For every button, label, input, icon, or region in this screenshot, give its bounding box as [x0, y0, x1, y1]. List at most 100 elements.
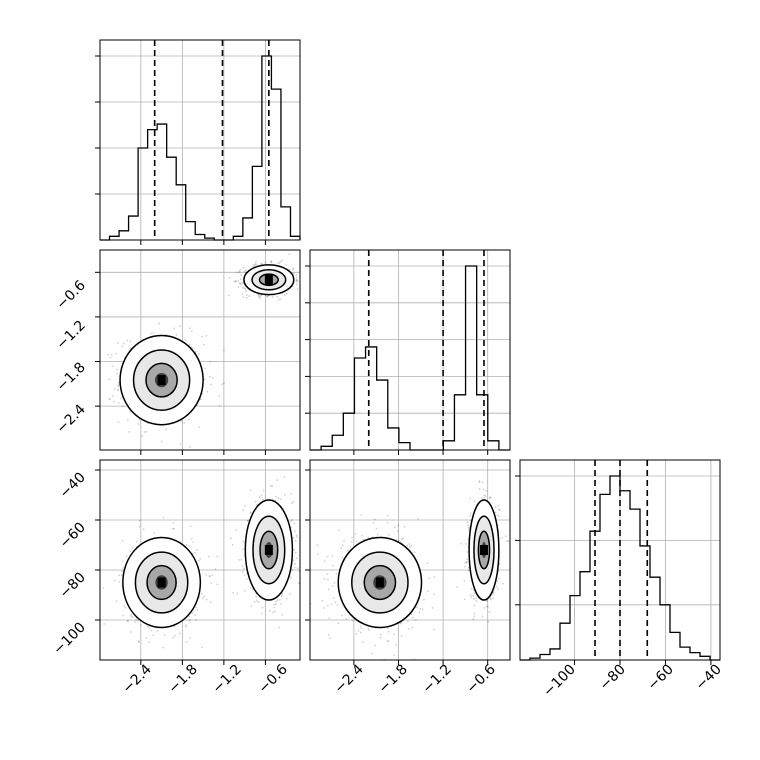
scatter-point [257, 294, 260, 296]
x-tick-label: −2.4 [331, 661, 366, 696]
scatter-point [120, 397, 122, 400]
scatter-point [271, 296, 274, 298]
scatter-point [207, 555, 210, 558]
scatter-point [240, 558, 243, 561]
scatter-point [230, 537, 233, 540]
scatter-point [473, 592, 476, 595]
scatter-point [326, 604, 329, 607]
scatter-point [327, 588, 330, 591]
scatter-point [188, 418, 191, 421]
scatter-point [195, 606, 198, 609]
scatter-point [115, 600, 118, 603]
scatter-point [172, 636, 175, 639]
scatter-point [196, 549, 198, 551]
scatter-point [152, 332, 155, 334]
scatter-point [242, 540, 245, 542]
scatter-point [116, 368, 118, 371]
scatter-point [333, 581, 336, 584]
y-tick-label: −100 [50, 620, 89, 659]
scatter-point [466, 558, 468, 561]
scatter-point [481, 481, 484, 484]
scatter-point [485, 489, 488, 492]
scatter-point [475, 597, 478, 599]
scatter-point [254, 500, 257, 503]
scatter-point [121, 560, 124, 563]
scatter-point [498, 515, 500, 518]
scatter-point [473, 615, 476, 618]
scatter-point [293, 522, 296, 525]
scatter-point [292, 559, 295, 561]
scatter-point [341, 544, 344, 547]
scatter-point [111, 365, 114, 367]
scatter-point [138, 641, 140, 643]
scatter-point [163, 634, 166, 637]
y-tick-label: −80 [57, 570, 89, 602]
scatter-point [292, 501, 295, 503]
scatter-point [272, 611, 275, 614]
scatter-point [145, 637, 148, 639]
scatter-point [281, 259, 284, 262]
scatter-point [463, 565, 466, 568]
scatter-point [241, 565, 244, 567]
scatter-point [249, 587, 252, 589]
scatter-point [185, 624, 188, 627]
scatter-point [296, 280, 299, 282]
scatter-point [494, 506, 497, 508]
scatter-point [279, 599, 281, 601]
scatter-point [278, 626, 281, 629]
scatter-point [488, 497, 491, 499]
scatter-point [351, 536, 353, 539]
scatter-point [145, 430, 147, 433]
scatter-point [150, 332, 152, 335]
x-tick-label: −2.4 [119, 661, 154, 696]
scatter-point [473, 612, 476, 615]
scatter-point [360, 514, 363, 516]
scatter-point [138, 525, 141, 528]
scatter-point [427, 590, 430, 592]
scatter-point [257, 296, 260, 298]
scatter-point [289, 593, 291, 595]
scatter-point [126, 419, 129, 421]
scatter-point [188, 619, 191, 622]
scatter-point [223, 349, 225, 352]
scatter-point [200, 592, 203, 595]
scatter-point [269, 484, 272, 487]
scatter-point [245, 290, 247, 293]
scatter-point [469, 497, 472, 500]
scatter-point [129, 631, 132, 633]
x-tick-label: −40 [693, 662, 725, 694]
scatter-point [117, 421, 120, 424]
scatter-point [463, 598, 466, 601]
scatter-point [393, 633, 395, 636]
density-peak [157, 375, 166, 386]
scatter-point [261, 606, 264, 609]
scatter-point [273, 603, 276, 606]
scatter-point [335, 572, 338, 575]
scatter-point [357, 629, 360, 632]
scatter-point [249, 512, 252, 514]
scatter-point [478, 481, 481, 484]
scatter-point [496, 514, 499, 516]
scatter-point [286, 597, 288, 600]
scatter-point [296, 283, 298, 286]
scatter-point [243, 589, 246, 592]
scatter-point [238, 559, 241, 561]
scatter-point [216, 555, 219, 558]
scatter-point [386, 640, 389, 643]
scatter-point [395, 644, 398, 646]
scatter-point [188, 545, 191, 547]
scatter-point [280, 595, 283, 598]
scatter-point [244, 288, 247, 291]
scatter-point [216, 583, 219, 586]
scatter-point [235, 280, 238, 283]
scatter-point [208, 375, 211, 378]
scatter-point [210, 383, 213, 386]
scatter-point [275, 600, 277, 603]
scatter-point [355, 633, 358, 635]
scatter-point [466, 521, 469, 524]
panel-frame-x-hist [99, 39, 301, 241]
scatter-point [290, 577, 292, 579]
scatter-point [281, 613, 284, 616]
density-peak [375, 577, 384, 588]
scatter-point [277, 262, 279, 265]
